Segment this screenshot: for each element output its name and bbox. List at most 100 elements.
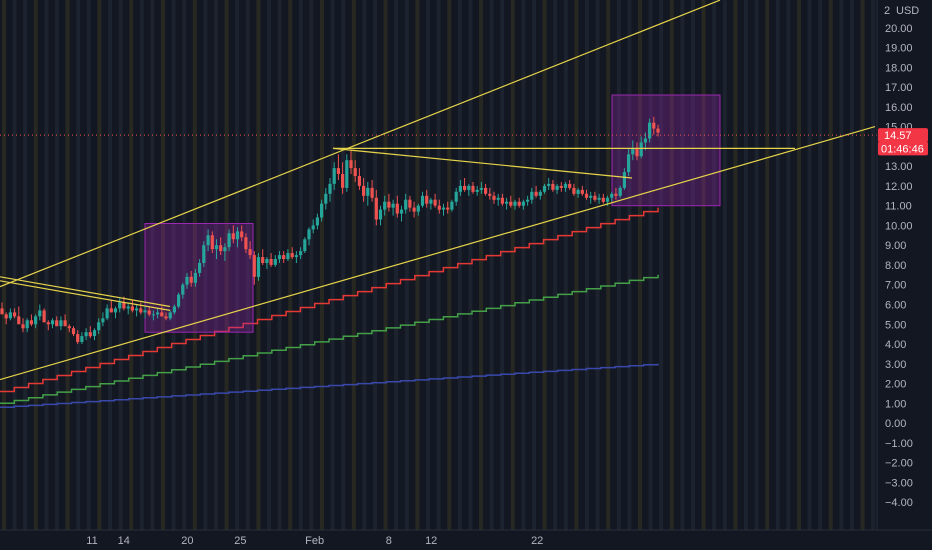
- currency-selector[interactable]: 2 USD: [884, 5, 919, 17]
- candle: [568, 180, 572, 190]
- candle: [303, 237, 307, 254]
- session-stripe: [585, 0, 589, 530]
- candle-body: [307, 229, 311, 240]
- candle-body: [387, 201, 391, 208]
- candle: [521, 199, 525, 210]
- candle-body: [206, 235, 210, 246]
- candle: [164, 312, 168, 321]
- candle: [198, 259, 202, 277]
- candle-body: [118, 302, 122, 309]
- candle-body: [551, 183, 555, 190]
- highlight-boxes: [144, 94, 721, 333]
- trend-line: [0, 280, 171, 311]
- y-tick-label: 13.00: [885, 161, 913, 173]
- candle: [235, 227, 240, 248]
- candle-body: [517, 201, 521, 206]
- session-stripe: [563, 0, 568, 530]
- step-lines: [0, 207, 659, 409]
- session-stripe: [224, 0, 229, 530]
- candle: [639, 136, 643, 159]
- y-tick-label: 11.00: [885, 201, 912, 213]
- candle-body: [471, 185, 475, 192]
- currency-label[interactable]: USD: [896, 5, 919, 17]
- candle-body: [202, 245, 206, 263]
- price-tags: 14.57 01:46:46: [878, 128, 928, 156]
- candle: [189, 270, 193, 287]
- candle-body: [648, 122, 652, 139]
- candle-body: [450, 201, 454, 210]
- candle: [610, 191, 614, 202]
- candle-body: [420, 195, 425, 206]
- session-stripe: [712, 0, 717, 530]
- candle: [172, 304, 176, 315]
- candle-body: [210, 235, 214, 250]
- candle-body: [101, 318, 105, 323]
- candle: [622, 168, 626, 190]
- x-tick-label: 25: [234, 535, 246, 547]
- candle-body: [378, 209, 383, 220]
- session-stripe: [65, 0, 70, 530]
- candle: [181, 282, 185, 299]
- y-tick-label: 7.00: [885, 280, 906, 292]
- candle-body: [25, 320, 29, 329]
- candle: [273, 255, 277, 267]
- candle-body: [151, 314, 155, 316]
- candle: [492, 191, 496, 204]
- candle: [46, 320, 50, 331]
- session-stripe: [235, 0, 240, 530]
- candle-body: [656, 128, 660, 133]
- session-stripe: [839, 0, 844, 530]
- step-line: [0, 274, 659, 405]
- candle: [555, 183, 559, 194]
- session-stripe: [436, 0, 441, 530]
- candle: [42, 308, 46, 323]
- candle: [551, 180, 555, 192]
- candle-body: [324, 193, 328, 204]
- candle: [135, 304, 139, 317]
- candle: [618, 185, 622, 198]
- candle-body: [395, 203, 399, 214]
- candle-body: [572, 187, 576, 194]
- candle: [631, 140, 635, 161]
- candle-body: [265, 259, 269, 263]
- candle-body: [139, 308, 143, 313]
- candle: [231, 225, 235, 244]
- candle-body: [534, 191, 538, 196]
- candle-body: [42, 310, 46, 323]
- session-stripe: [330, 0, 335, 530]
- candle: [387, 193, 391, 212]
- session-stripe: [351, 0, 356, 530]
- y-tick-label: 6.00: [885, 300, 906, 312]
- session-stripe: [733, 0, 738, 530]
- candle-body: [29, 320, 33, 325]
- candle-body: [76, 334, 80, 342]
- session-stripe: [288, 0, 293, 530]
- candle: [420, 191, 425, 208]
- candle: [219, 237, 223, 256]
- candle-body: [332, 168, 336, 184]
- candle-body: [109, 308, 113, 313]
- y-tick-label: −2.00: [885, 458, 913, 470]
- candle: [437, 199, 441, 214]
- candle: [425, 189, 429, 208]
- candle-body: [147, 310, 151, 315]
- y-tick-label: 3.00: [885, 359, 906, 371]
- candle: [584, 189, 589, 200]
- candle-body: [538, 191, 542, 196]
- session-stripe: [521, 0, 526, 530]
- candle-body: [627, 154, 631, 173]
- candle-body: [273, 259, 277, 265]
- candle: [563, 182, 568, 192]
- candle: [627, 148, 631, 176]
- session-stripe: [595, 0, 600, 530]
- candle-body: [500, 197, 504, 204]
- session-stripe: [2, 0, 6, 530]
- candle: [500, 193, 504, 206]
- candle-body: [244, 237, 248, 250]
- session-stripe: [500, 0, 505, 530]
- candle-body: [635, 148, 639, 157]
- candle: [34, 314, 38, 329]
- session-stripe: [680, 0, 685, 530]
- scale-toggle[interactable]: 2: [884, 5, 890, 17]
